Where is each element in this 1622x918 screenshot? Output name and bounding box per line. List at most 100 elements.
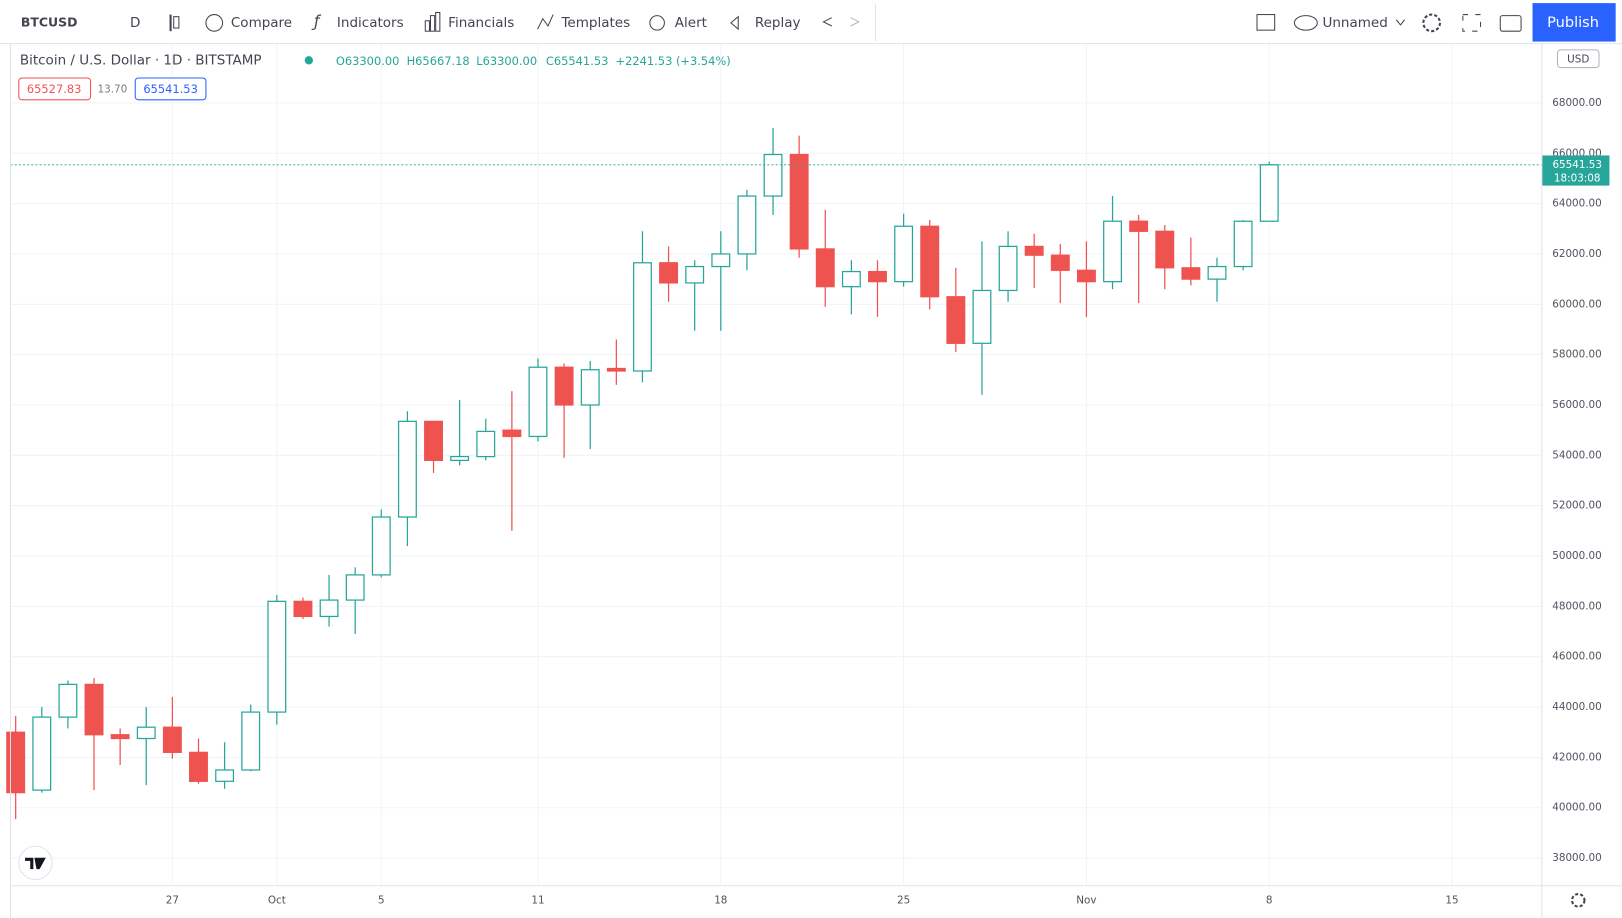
candle-body <box>189 751 208 782</box>
x-tick-label: 11 <box>531 894 544 906</box>
cloud-icon[interactable] <box>1293 15 1318 31</box>
indicators-button[interactable]: Indicators <box>337 15 404 31</box>
bid-box[interactable] <box>18 77 92 101</box>
candle-body <box>84 683 104 736</box>
countdown: 18:03:08 <box>1554 172 1601 184</box>
financials-button[interactable]: Financials <box>448 15 514 31</box>
layout-dropdown[interactable] <box>1395 19 1406 26</box>
candle-body <box>1076 269 1096 283</box>
y-tick-label: 40000.00 <box>1552 802 1602 814</box>
candle-body <box>267 600 287 713</box>
last-price-label: 65541.53 <box>1552 159 1602 171</box>
undo-icon[interactable] <box>822 17 833 27</box>
layout-icon[interactable] <box>1256 14 1276 31</box>
candle-body <box>110 734 130 740</box>
candle-body <box>894 225 914 283</box>
interval[interactable]: D <box>130 15 140 31</box>
candle-body <box>789 153 809 250</box>
candle-body <box>1050 254 1070 271</box>
symbol[interactable]: BTCUSD <box>21 14 78 29</box>
x-tick-label: 25 <box>897 894 910 906</box>
candle-body <box>1181 267 1201 280</box>
layout-name[interactable]: Unnamed <box>1323 15 1388 31</box>
replay-button[interactable]: Replay <box>755 15 801 31</box>
legend-title: Bitcoin / U.S. Dollar · 1D · BITSTAMP <box>20 52 262 68</box>
candle-body <box>763 153 783 197</box>
candle-body <box>6 731 26 794</box>
y-tick-label: 66000.00 <box>1552 147 1602 159</box>
snapshot-icon[interactable] <box>1499 15 1522 32</box>
legend-change: +2241.53 (+3.54%) <box>616 54 731 68</box>
candle-body <box>972 289 992 344</box>
candle-body <box>241 711 261 771</box>
y-tick-label: 56000.00 <box>1552 399 1602 411</box>
overlay: 38000.00 40000.00 42000.00 44000.00 46000.00… <box>10 97 1610 906</box>
templates-icon[interactable] <box>537 14 554 30</box>
y-tick-label: 48000.00 <box>1552 600 1602 612</box>
y-tick-label: 54000.00 <box>1552 449 1602 461</box>
candle-body <box>450 455 470 461</box>
y-tick-label: 52000.00 <box>1552 500 1602 512</box>
y-tick-label: 38000.00 <box>1552 852 1602 864</box>
financials-icon[interactable] <box>424 11 441 32</box>
settings-icon[interactable] <box>1422 13 1442 33</box>
legend-open: O63300.00 <box>336 54 400 68</box>
candle-body <box>1233 220 1253 268</box>
logo-mark <box>25 857 46 870</box>
spread: 13.70 <box>98 83 128 95</box>
candle-body <box>1024 245 1044 256</box>
fullscreen-icon[interactable] <box>1462 14 1482 32</box>
market-status <box>304 56 314 65</box>
axis-settings[interactable] <box>1570 893 1586 908</box>
candle-body <box>920 225 940 298</box>
alert-icon[interactable] <box>649 15 665 31</box>
candle-body <box>32 716 52 791</box>
indicators-icon[interactable]: ƒ <box>311 12 322 30</box>
candle-body <box>737 195 757 255</box>
x-tick-label: 27 <box>166 894 179 906</box>
y-tick-label: 50000.00 <box>1552 550 1602 562</box>
currency-box[interactable] <box>1556 49 1600 69</box>
bid-price[interactable]: 65527.83 <box>27 82 82 96</box>
chart-style-icon[interactable] <box>169 14 180 32</box>
legend-high: H65667.18 <box>407 54 470 68</box>
candle-body <box>136 726 156 740</box>
ask-box[interactable] <box>134 77 207 101</box>
y-tick-label: 64000.00 <box>1552 198 1602 210</box>
currency[interactable]: USD <box>1567 53 1589 65</box>
y-tick-label: 46000.00 <box>1552 651 1602 663</box>
candle-body <box>1155 230 1175 269</box>
templates-button[interactable]: Templates <box>560 15 630 31</box>
publish-button[interactable] <box>1532 3 1616 42</box>
compare-button[interactable]: Compare <box>231 15 292 31</box>
candle-body <box>528 366 548 438</box>
y-tick-label: 44000.00 <box>1552 701 1602 713</box>
y-tick-label: 60000.00 <box>1552 298 1602 310</box>
publish-label[interactable]: Publish <box>1547 14 1599 31</box>
candle-body <box>345 574 365 601</box>
alert-button[interactable]: Alert <box>675 15 707 31</box>
candle-body <box>554 366 574 406</box>
candle-body <box>868 270 887 283</box>
candle-body <box>293 600 313 618</box>
candle-body <box>632 262 652 372</box>
replay-icon[interactable] <box>730 15 739 31</box>
redo-icon[interactable] <box>850 17 860 27</box>
candle-body <box>58 683 78 718</box>
y-tick-label: 42000.00 <box>1552 751 1602 763</box>
candle-body <box>606 367 626 372</box>
candle-body <box>685 265 705 284</box>
candle-body <box>424 420 443 461</box>
candle-body <box>215 769 235 782</box>
legend-low: L63300.00 <box>476 54 537 68</box>
candle-body <box>319 599 339 618</box>
compare-icon[interactable] <box>205 14 224 32</box>
ask-price[interactable]: 65541.53 <box>143 82 198 96</box>
candles <box>6 128 1279 820</box>
legend-close: C65541.53 <box>546 54 608 68</box>
x-tick-label: 18 <box>714 894 727 906</box>
candle-body <box>1103 220 1122 283</box>
candle-body <box>815 248 835 288</box>
